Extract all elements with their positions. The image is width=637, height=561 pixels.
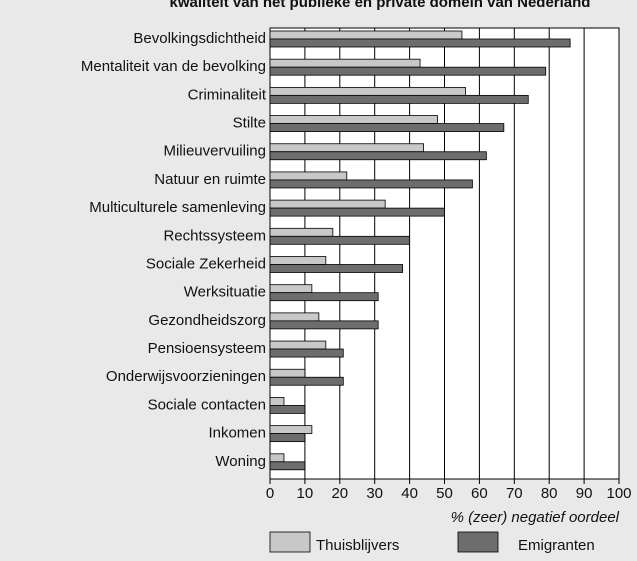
y-tick-label: Werksituatie: [184, 284, 266, 301]
y-tick-label: Inkomen: [208, 425, 266, 442]
bar: [269, 227, 334, 237]
bar: [269, 433, 306, 443]
x-tick-label: 100: [606, 485, 631, 502]
y-tick-label: Sociale contacten: [148, 396, 266, 413]
x-tick-label: 20: [331, 485, 348, 502]
bar: [269, 207, 445, 217]
bar: [269, 199, 386, 209]
bar: [269, 235, 411, 245]
y-tick-label: Criminaliteit: [188, 86, 267, 103]
x-tick-label: 40: [401, 485, 418, 502]
legend-swatch: [457, 531, 499, 553]
bar: [269, 348, 344, 358]
y-tick-label: Rechtssysteem: [163, 227, 266, 244]
x-tick-label: 0: [266, 485, 274, 502]
legend-swatch: [269, 531, 311, 553]
y-tick-label: Sociale Zekerheid: [146, 255, 266, 272]
bar: [269, 376, 344, 386]
y-tick-label: Woning: [215, 453, 266, 470]
bar: [269, 58, 421, 68]
bar: [269, 320, 379, 330]
legend-label: Emigranten: [518, 537, 595, 554]
bar: [269, 312, 320, 322]
y-tick-label: Bevolkingsdichtheid: [133, 30, 266, 47]
bar: [269, 292, 379, 302]
y-tick-label: Multiculturele samenleving: [89, 199, 266, 216]
bar: [269, 461, 306, 471]
bar: [269, 94, 529, 104]
x-tick-label: 10: [297, 485, 314, 502]
bar: [269, 425, 313, 435]
bar: [269, 66, 547, 76]
bar: [269, 151, 487, 161]
bar: [269, 171, 348, 181]
y-tick-label: Milieuvervuiling: [163, 143, 266, 160]
bar: [269, 256, 327, 265]
y-tick-label: Stilte: [233, 115, 266, 132]
bar: [269, 368, 306, 378]
bar: [269, 397, 285, 406]
x-tick-label: 70: [506, 485, 523, 502]
legend-label: Thuisblijvers: [316, 537, 399, 554]
y-tick-label: Mentaliteit van de bevolking: [81, 58, 266, 75]
x-tick-label: 60: [471, 485, 488, 502]
bar: [269, 123, 505, 132]
y-tick-label: Gezondheidszorg: [148, 312, 266, 329]
chart-title: kwaliteit van het publieke en private do…: [170, 0, 591, 11]
x-tick-label: 90: [576, 485, 593, 502]
bar: [269, 340, 327, 350]
bar: [269, 38, 571, 48]
y-tick-label: Pensioensysteem: [148, 340, 266, 357]
x-tick-label: 80: [541, 485, 558, 502]
y-tick-label: Natuur en ruimte: [154, 171, 266, 188]
bar: [269, 143, 424, 153]
x-tick-label: 30: [366, 485, 383, 502]
bar: [269, 284, 313, 294]
x-tick-label: 50: [436, 485, 453, 502]
bar: [269, 264, 404, 273]
bar: [269, 86, 466, 96]
x-axis-label: % (zeer) negatief oordeel: [451, 509, 620, 526]
bar: [269, 30, 463, 40]
bar: [269, 405, 306, 414]
bar: [269, 115, 438, 124]
y-tick-label: Onderwijsvoorzieningen: [106, 368, 266, 385]
bar: [269, 179, 473, 189]
bar: [269, 453, 285, 463]
